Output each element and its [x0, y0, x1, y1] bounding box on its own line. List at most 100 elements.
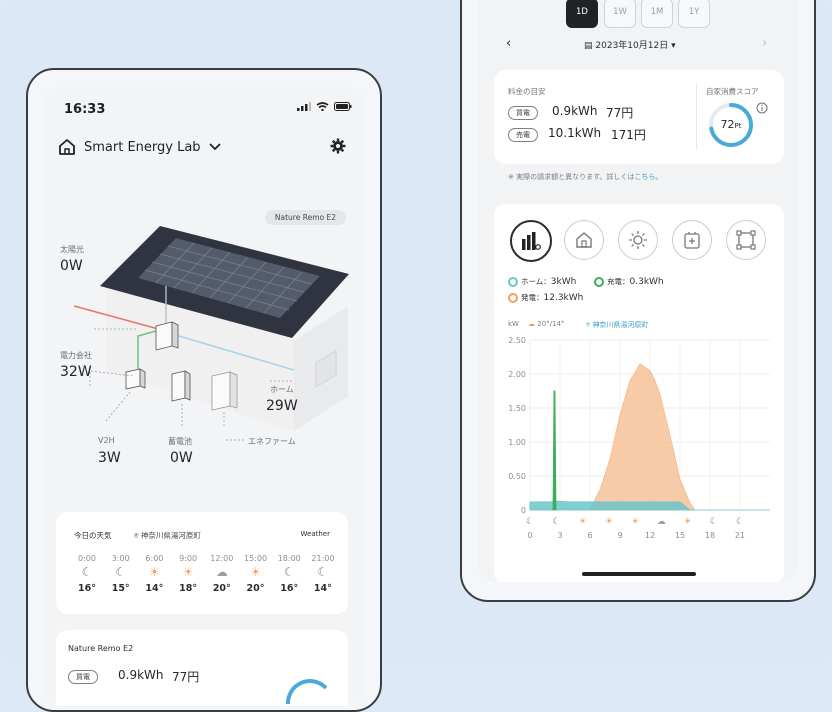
date-navigator: ‹ ▤ 2023年10月12日 ▾ ›: [478, 34, 798, 54]
moon-icon: ☾: [317, 565, 329, 579]
remo-card-title: Nature Remo E2: [68, 644, 134, 653]
sun-icon: ☀: [605, 517, 613, 527]
x-tick-label: 3: [557, 531, 562, 540]
prev-day-chevron-icon[interactable]: ‹: [506, 36, 512, 51]
sun-icon: ☀: [683, 517, 691, 527]
info-icon[interactable]: [756, 102, 768, 114]
legend-gen-label: 発電：: [521, 293, 544, 302]
legend-charge: 充電：0.3kWh: [594, 276, 664, 287]
date-picker[interactable]: ▤ 2023年10月12日 ▾: [584, 38, 676, 51]
disclaimer-note: ※ 実際の請求額と異なります。詳しくはこちら。: [508, 172, 662, 182]
forecast-hour: 6:00 ☀ 14°: [139, 554, 169, 594]
weather-brand-text: Weather: [300, 530, 330, 538]
x-tick-label: 6: [587, 531, 592, 540]
hourly-forecast: 0:00 ☾ 16° 3:00 ☾ 15° 6:00 ☀ 14° 9:00 ☀ 18° 12:00 ☁ 20…: [72, 554, 338, 594]
range-1w[interactable]: 1W: [604, 0, 636, 28]
x-tick-label: 9: [617, 531, 622, 540]
sun-icon: ☀: [578, 517, 586, 527]
forecast-temp: 16°: [280, 583, 299, 594]
forecast-temp: 20°: [212, 583, 231, 594]
home-indicator: [582, 572, 696, 576]
moon-icon: ☾: [526, 517, 534, 527]
sell-tag: 売電: [508, 128, 538, 142]
signal-icon: [297, 102, 311, 111]
enefarm-label: エネファーム: [248, 437, 296, 446]
range-1y[interactable]: 1Y: [678, 0, 710, 28]
y-tick-label: 0: [521, 506, 526, 515]
x-tick-label: 18: [705, 531, 715, 540]
forecast-hour: 21:00 ☾ 14°: [308, 554, 338, 594]
home-title: Smart Energy Lab: [84, 139, 201, 155]
moon-icon: ☾: [736, 517, 744, 527]
fee-card: 料金の目安 買電 0.9kWh 77円 売電 10.1kWh 171円 自家消費…: [494, 70, 784, 164]
v2h-view-button[interactable]: [726, 220, 766, 260]
chart-location: ⌾ 神奈川県湯河原町: [586, 320, 648, 330]
forecast-temp: 15°: [111, 583, 130, 594]
location-pin-icon: ⌾: [586, 321, 591, 329]
forecast-hour: 3:00 ☾ 15°: [106, 554, 136, 594]
range-1m[interactable]: 1M: [641, 0, 673, 28]
bar-chart-icon: [522, 232, 541, 250]
y-tick-label: 2.00: [508, 370, 526, 379]
home-view-button[interactable]: [564, 220, 604, 260]
sun-icon: ☀: [631, 517, 639, 527]
moon-icon: ☾: [552, 517, 560, 527]
battery-view-button[interactable]: [672, 220, 712, 260]
energy-screen: 1D 1W 1M 1Y ‹ ▤ 2023年10月12日 ▾ › 料金の目安 買電…: [478, 0, 798, 582]
sun-icon: ☀: [250, 565, 261, 579]
forecast-temp: 16°: [78, 583, 96, 594]
caret-down-icon: ▾: [671, 41, 676, 51]
buy-yen: 77円: [606, 106, 634, 120]
phone-left: 16:33 Smart Energy Lab Nature Remo E2: [26, 68, 382, 712]
sell-yen: 171円: [611, 128, 646, 142]
chart-card: ホーム：3kWh 充電：0.3kWh 発電：12.3kWh kW ☁ 20°/1…: [494, 204, 784, 582]
forecast-hour: 12:00 ☁ 20°: [207, 554, 237, 594]
phone-right: 1D 1W 1M 1Y ‹ ▤ 2023年10月12日 ▾ › 料金の目安 買電…: [460, 0, 816, 602]
remo-card[interactable]: Nature Remo E2 買電 0.9kWh 77円: [56, 630, 348, 706]
legend-home-value: 3kWh: [550, 277, 577, 287]
buy-kwh: 0.9kWh: [552, 104, 598, 118]
note-link[interactable]: こちら: [634, 173, 656, 181]
divider: [696, 84, 697, 150]
note-end: 。: [655, 173, 663, 181]
sun-icon: ☀: [149, 565, 160, 579]
range-1d[interactable]: 1D: [566, 0, 598, 28]
device-pill[interactable]: Nature Remo E2: [264, 210, 346, 225]
forecast-time: 3:00: [111, 554, 130, 563]
house-icon: [576, 232, 592, 248]
weather-brand: Weather: [301, 530, 330, 538]
moon-icon: ☾: [81, 565, 93, 579]
score-unit: Pt: [734, 122, 742, 130]
moon-icon: ☾: [283, 565, 295, 579]
frame-icon: [736, 230, 756, 250]
weather-card[interactable]: 今日の天気 ⌾ 神奈川県湯河原町 Weather 0:00 ☾ 16° 3:00 ☾ 15…: [56, 512, 348, 614]
y-tick-label: 2.50: [508, 336, 526, 345]
legend-charge-value: 0.3kWh: [629, 277, 664, 287]
chart-view-button[interactable]: [510, 220, 552, 262]
home-screen: 16:33 Smart Energy Lab Nature Remo E2: [44, 86, 364, 706]
home-value: 29W: [266, 398, 298, 414]
sell-kwh: 10.1kWh: [548, 126, 602, 140]
forecast-time: 18:00: [277, 554, 301, 563]
home-legend-dot: [508, 276, 518, 287]
score-ring: [709, 103, 753, 147]
forecast-temp: 20°: [246, 583, 265, 594]
score-value: 72Pt: [706, 118, 756, 131]
chevron-down-icon: [208, 143, 221, 151]
charge-spike: [552, 390, 557, 511]
chart-unit: kW: [508, 320, 519, 328]
legend-home: ホーム：3kWh: [508, 276, 576, 287]
remo-buy-tag: 買電: [68, 670, 98, 684]
forecast-hour: 18:00 ☾ 16°: [274, 554, 304, 594]
home-selector[interactable]: Smart Energy Lab: [58, 138, 221, 156]
forecast-time: 15:00: [243, 554, 268, 563]
gear-icon[interactable]: [330, 138, 346, 154]
y-tick-label: 0.50: [508, 472, 526, 481]
next-day-chevron-icon[interactable]: ›: [762, 36, 768, 51]
solar-view-button[interactable]: [618, 220, 658, 260]
calendar-icon: ▤: [584, 41, 593, 51]
chart-temp: 20°/14°: [537, 320, 565, 328]
legend-gen: 発電：12.3kWh: [508, 292, 583, 303]
chart-weather: ☁ 20°/14°: [528, 320, 564, 328]
buy-tag: 買電: [508, 106, 538, 120]
